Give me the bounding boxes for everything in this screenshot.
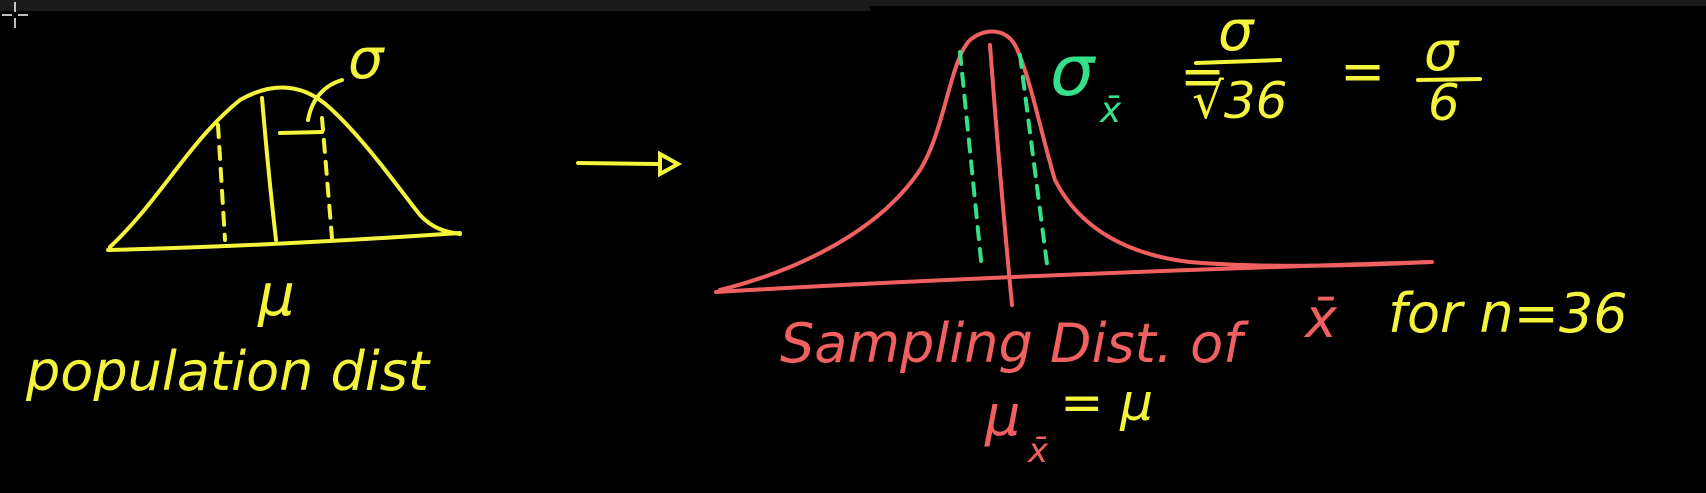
population-distribution <box>106 78 462 252</box>
sigma-pointer <box>306 78 344 122</box>
formula-fraction-bar-1 <box>1194 58 1282 65</box>
population-left-sigma-line <box>216 123 227 242</box>
sampling-mean-line <box>988 43 1014 307</box>
sampling-right-sigma-line <box>1018 53 1050 274</box>
sigma-bracket <box>278 130 324 135</box>
formula-equals-1: = <box>1180 45 1225 108</box>
top-strip-right <box>870 0 1706 6</box>
sampling-mean-lhs: μ <box>984 384 1021 449</box>
sampling-caption-prefix: Sampling Dist. of <box>780 312 1249 375</box>
formula-fraction-bar-2 <box>1416 77 1482 82</box>
formula-denominator-2: 6 <box>1428 74 1460 132</box>
population-caption: population dist <box>25 340 431 403</box>
sampling-caption-suffix: for n=36 <box>1388 282 1628 345</box>
population-right-sigma-line <box>320 116 334 240</box>
formula-numerator-2: σ <box>1424 20 1460 83</box>
crosshair-cursor-icon <box>2 2 28 28</box>
formula-equals-2: = <box>1340 40 1385 103</box>
population-mean-line <box>260 96 278 242</box>
formula-denominator-1: √36 <box>1192 72 1287 130</box>
formula-subscript: x̄ <box>1099 90 1122 131</box>
sampling-left-sigma-line <box>958 50 984 272</box>
sampling-caption-xbar: x̄ <box>1303 287 1338 350</box>
arrow-right-icon <box>576 150 683 178</box>
sampling-mean-subscript: x̄ <box>1027 431 1049 471</box>
population-mu-label: μ <box>257 261 295 329</box>
sampling-mean-rhs: = μ <box>1060 373 1153 433</box>
population-sigma-label: σ <box>348 27 385 92</box>
population-curve <box>108 85 462 249</box>
population-axis <box>106 231 462 252</box>
formula-sigma: σ <box>1050 30 1097 112</box>
formula-numerator-1: σ <box>1218 0 1255 64</box>
top-strip-left <box>0 0 870 11</box>
sampling-sigma-lines <box>958 50 1050 274</box>
